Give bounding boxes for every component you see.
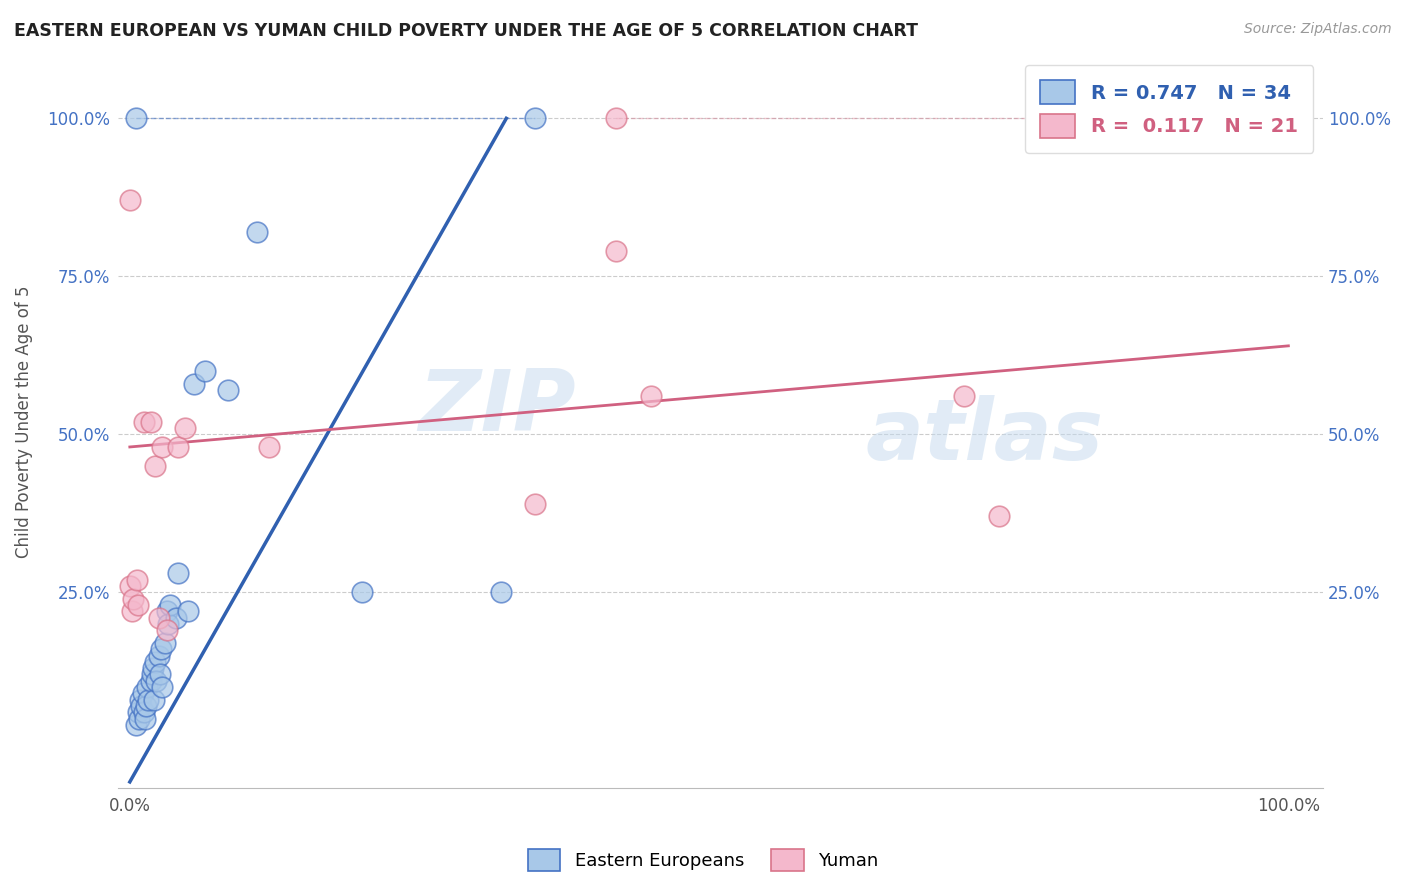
Point <box>640 389 662 403</box>
Point <box>145 673 167 688</box>
Point <box>987 509 1010 524</box>
Point <box>165 610 187 624</box>
Point <box>177 604 200 618</box>
Text: atlas: atlas <box>865 395 1104 478</box>
Point <box>246 225 269 239</box>
Point <box>605 244 627 258</box>
Point <box>134 712 156 726</box>
Point <box>124 718 146 732</box>
Point <box>174 421 197 435</box>
Point <box>157 616 180 631</box>
Point <box>135 699 157 714</box>
Point <box>142 661 165 675</box>
Point <box>141 667 163 681</box>
Point <box>156 604 179 618</box>
Point <box>524 497 547 511</box>
Point <box>132 706 155 720</box>
Point <box>131 686 153 700</box>
Point <box>129 692 152 706</box>
Point <box>139 673 162 688</box>
Point <box>489 585 512 599</box>
Point <box>125 573 148 587</box>
Point <box>139 415 162 429</box>
Point <box>132 415 155 429</box>
Point <box>138 692 160 706</box>
Point <box>128 712 150 726</box>
Point <box>150 642 173 657</box>
Point <box>167 440 190 454</box>
Point <box>149 667 172 681</box>
Point <box>150 680 173 694</box>
Point <box>118 194 141 208</box>
Point <box>118 579 141 593</box>
Point <box>167 566 190 581</box>
Point <box>148 648 170 663</box>
Point <box>136 680 159 694</box>
Point <box>127 706 149 720</box>
Point <box>257 440 280 454</box>
Text: EASTERN EUROPEAN VS YUMAN CHILD POVERTY UNDER THE AGE OF 5 CORRELATION CHART: EASTERN EUROPEAN VS YUMAN CHILD POVERTY … <box>14 22 918 40</box>
Y-axis label: Child Poverty Under the Age of 5: Child Poverty Under the Age of 5 <box>15 285 32 558</box>
Point <box>194 364 217 378</box>
Point <box>143 692 166 706</box>
Point <box>156 624 179 638</box>
Point <box>122 591 145 606</box>
Point <box>350 585 373 599</box>
Point <box>143 458 166 473</box>
Point <box>124 112 146 126</box>
Point <box>143 655 166 669</box>
Text: Source: ZipAtlas.com: Source: ZipAtlas.com <box>1244 22 1392 37</box>
Point <box>148 610 170 624</box>
Point <box>605 112 627 126</box>
Point <box>524 112 547 126</box>
Point <box>953 389 976 403</box>
Text: ZIP: ZIP <box>419 366 576 449</box>
Point <box>121 604 143 618</box>
Point <box>153 636 176 650</box>
Point <box>131 699 153 714</box>
Point <box>183 376 205 391</box>
Point <box>217 383 239 397</box>
Point <box>159 598 181 612</box>
Point <box>1137 112 1160 126</box>
Legend: R = 0.747   N = 34, R =  0.117   N = 21: R = 0.747 N = 34, R = 0.117 N = 21 <box>1025 65 1313 153</box>
Point <box>150 440 173 454</box>
Legend: Eastern Europeans, Yuman: Eastern Europeans, Yuman <box>520 842 886 879</box>
Point <box>127 598 149 612</box>
